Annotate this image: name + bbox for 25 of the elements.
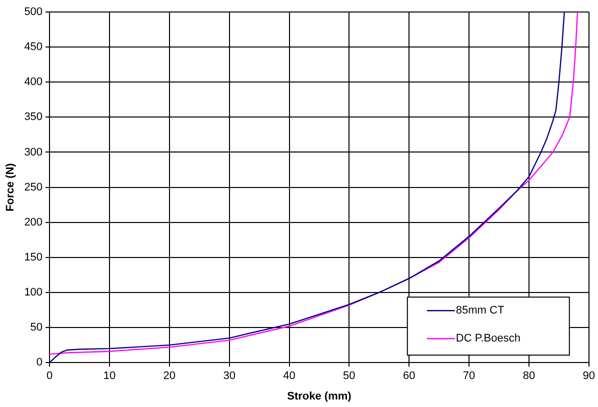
x-tick-label: 50 xyxy=(343,370,356,382)
y-axis-title: Force (N) xyxy=(4,162,17,212)
y-tick-label: 50 xyxy=(30,322,43,334)
y-tick-label: 100 xyxy=(24,286,43,299)
x-tick-label: 0 xyxy=(46,370,53,382)
y-tick-label: 450 xyxy=(24,41,43,54)
x-axis-title: Stroke (mm) xyxy=(287,390,352,402)
x-tick-label: 40 xyxy=(283,370,296,382)
x-tick-label: 10 xyxy=(103,370,116,382)
y-tick-label: 200 xyxy=(24,216,43,228)
y-tick-label: 0 xyxy=(36,356,43,369)
x-tick-label: 30 xyxy=(223,370,236,382)
y-tick-label: 300 xyxy=(24,146,43,158)
y-tick-label: 400 xyxy=(24,76,43,88)
y-tick-label: 350 xyxy=(24,111,43,124)
x-tick-label: 80 xyxy=(522,370,536,382)
x-tick-label: 70 xyxy=(462,370,476,382)
y-tick-label: 150 xyxy=(24,251,43,264)
x-tick-label: 90 xyxy=(582,370,596,382)
y-tick-label: 500 xyxy=(24,6,43,18)
x-tick-label: 60 xyxy=(402,370,416,382)
legend-label: 85mm CT xyxy=(456,304,504,317)
legend-label: DC P.Boesch xyxy=(456,332,520,345)
x-tick-label: 20 xyxy=(163,370,176,382)
y-tick-label: 250 xyxy=(24,181,43,194)
